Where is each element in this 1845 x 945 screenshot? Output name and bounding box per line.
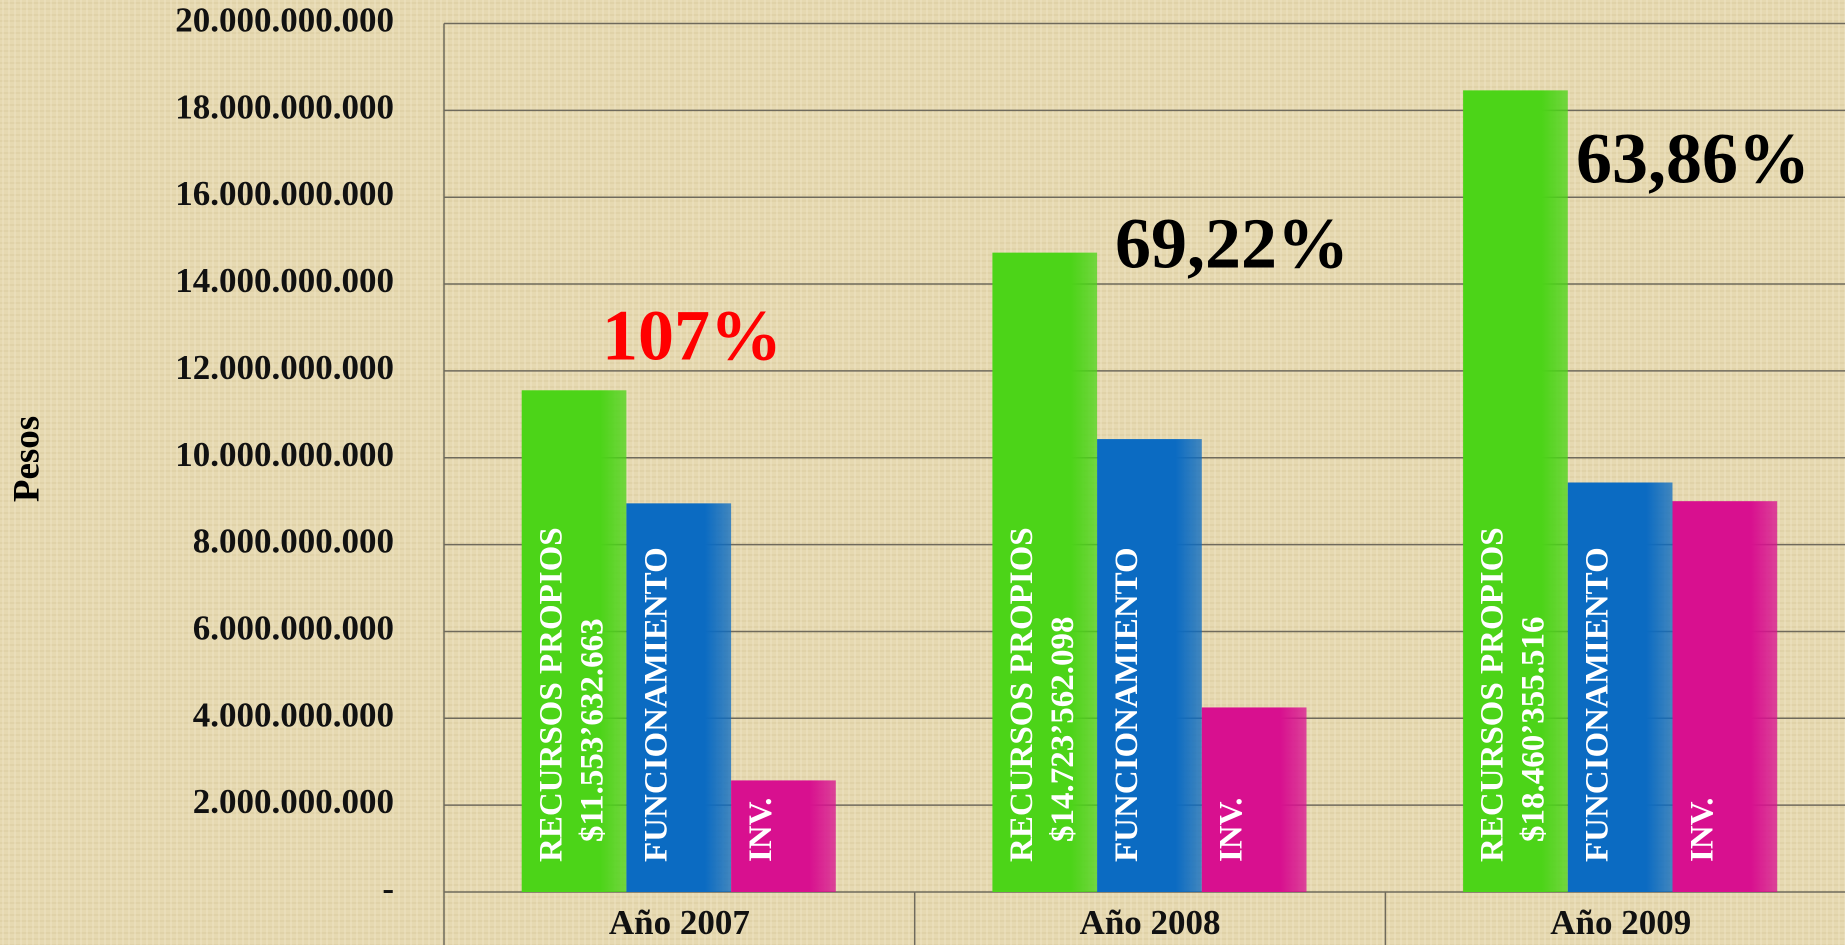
bar-series-label: FUNCIONAMIENTO (638, 547, 674, 862)
annotation: 107% (602, 296, 782, 376)
bar (626, 503, 732, 892)
value-label: $11.553’632.663 (574, 618, 610, 842)
y-tick-label: 2.000.000.000 (193, 782, 394, 821)
bar (1463, 90, 1568, 892)
y-tick-label: 4.000.000.000 (193, 695, 394, 734)
bar (731, 780, 836, 892)
annotation: 63,86% (1576, 119, 1810, 199)
y-tick-label: 6.000.000.000 (193, 608, 394, 647)
annotation: 69,22% (1115, 204, 1349, 284)
bar-series-label: RECURSOS PROPIOS (1475, 527, 1511, 862)
bar (521, 390, 627, 892)
bar-series-label: INV. (743, 797, 779, 862)
y-tick-label: 10.000.000.000 (175, 435, 394, 474)
bar (992, 252, 1098, 892)
x-tick-label: Año 2007 (609, 903, 750, 942)
y-tick-label: - (382, 869, 394, 908)
y-tick-label: 14.000.000.000 (175, 261, 394, 300)
bar-series-label: FUNCIONAMIENTO (1109, 547, 1145, 862)
bar-series-label: RECURSOS PROPIOS (533, 527, 569, 862)
bar-series-label: RECURSOS PROPIOS (1004, 527, 1040, 862)
value-label: $14.723’562.098 (1045, 617, 1081, 843)
y-tick-label: 18.000.000.000 (175, 87, 394, 126)
bar-series-label: INV. (1214, 797, 1250, 862)
bar-series-label: INV. (1684, 797, 1720, 862)
bar (1201, 707, 1307, 892)
x-tick-label: Año 2009 (1550, 903, 1691, 942)
bar (1567, 482, 1673, 892)
bar-series-label: FUNCIONAMIENTO (1580, 547, 1616, 862)
y-tick-label: 8.000.000.000 (193, 522, 394, 561)
y-axis-label: Pesos (6, 416, 47, 502)
x-tick-label: Año 2008 (1080, 903, 1221, 942)
bar (1672, 501, 1778, 892)
y-tick-label: 16.000.000.000 (175, 174, 394, 213)
bar (1097, 439, 1202, 892)
y-tick-label: 20.000.000.000 (175, 1, 394, 40)
value-label: $18.460’355.516 (1516, 617, 1552, 843)
y-tick-label: 12.000.000.000 (175, 348, 394, 387)
